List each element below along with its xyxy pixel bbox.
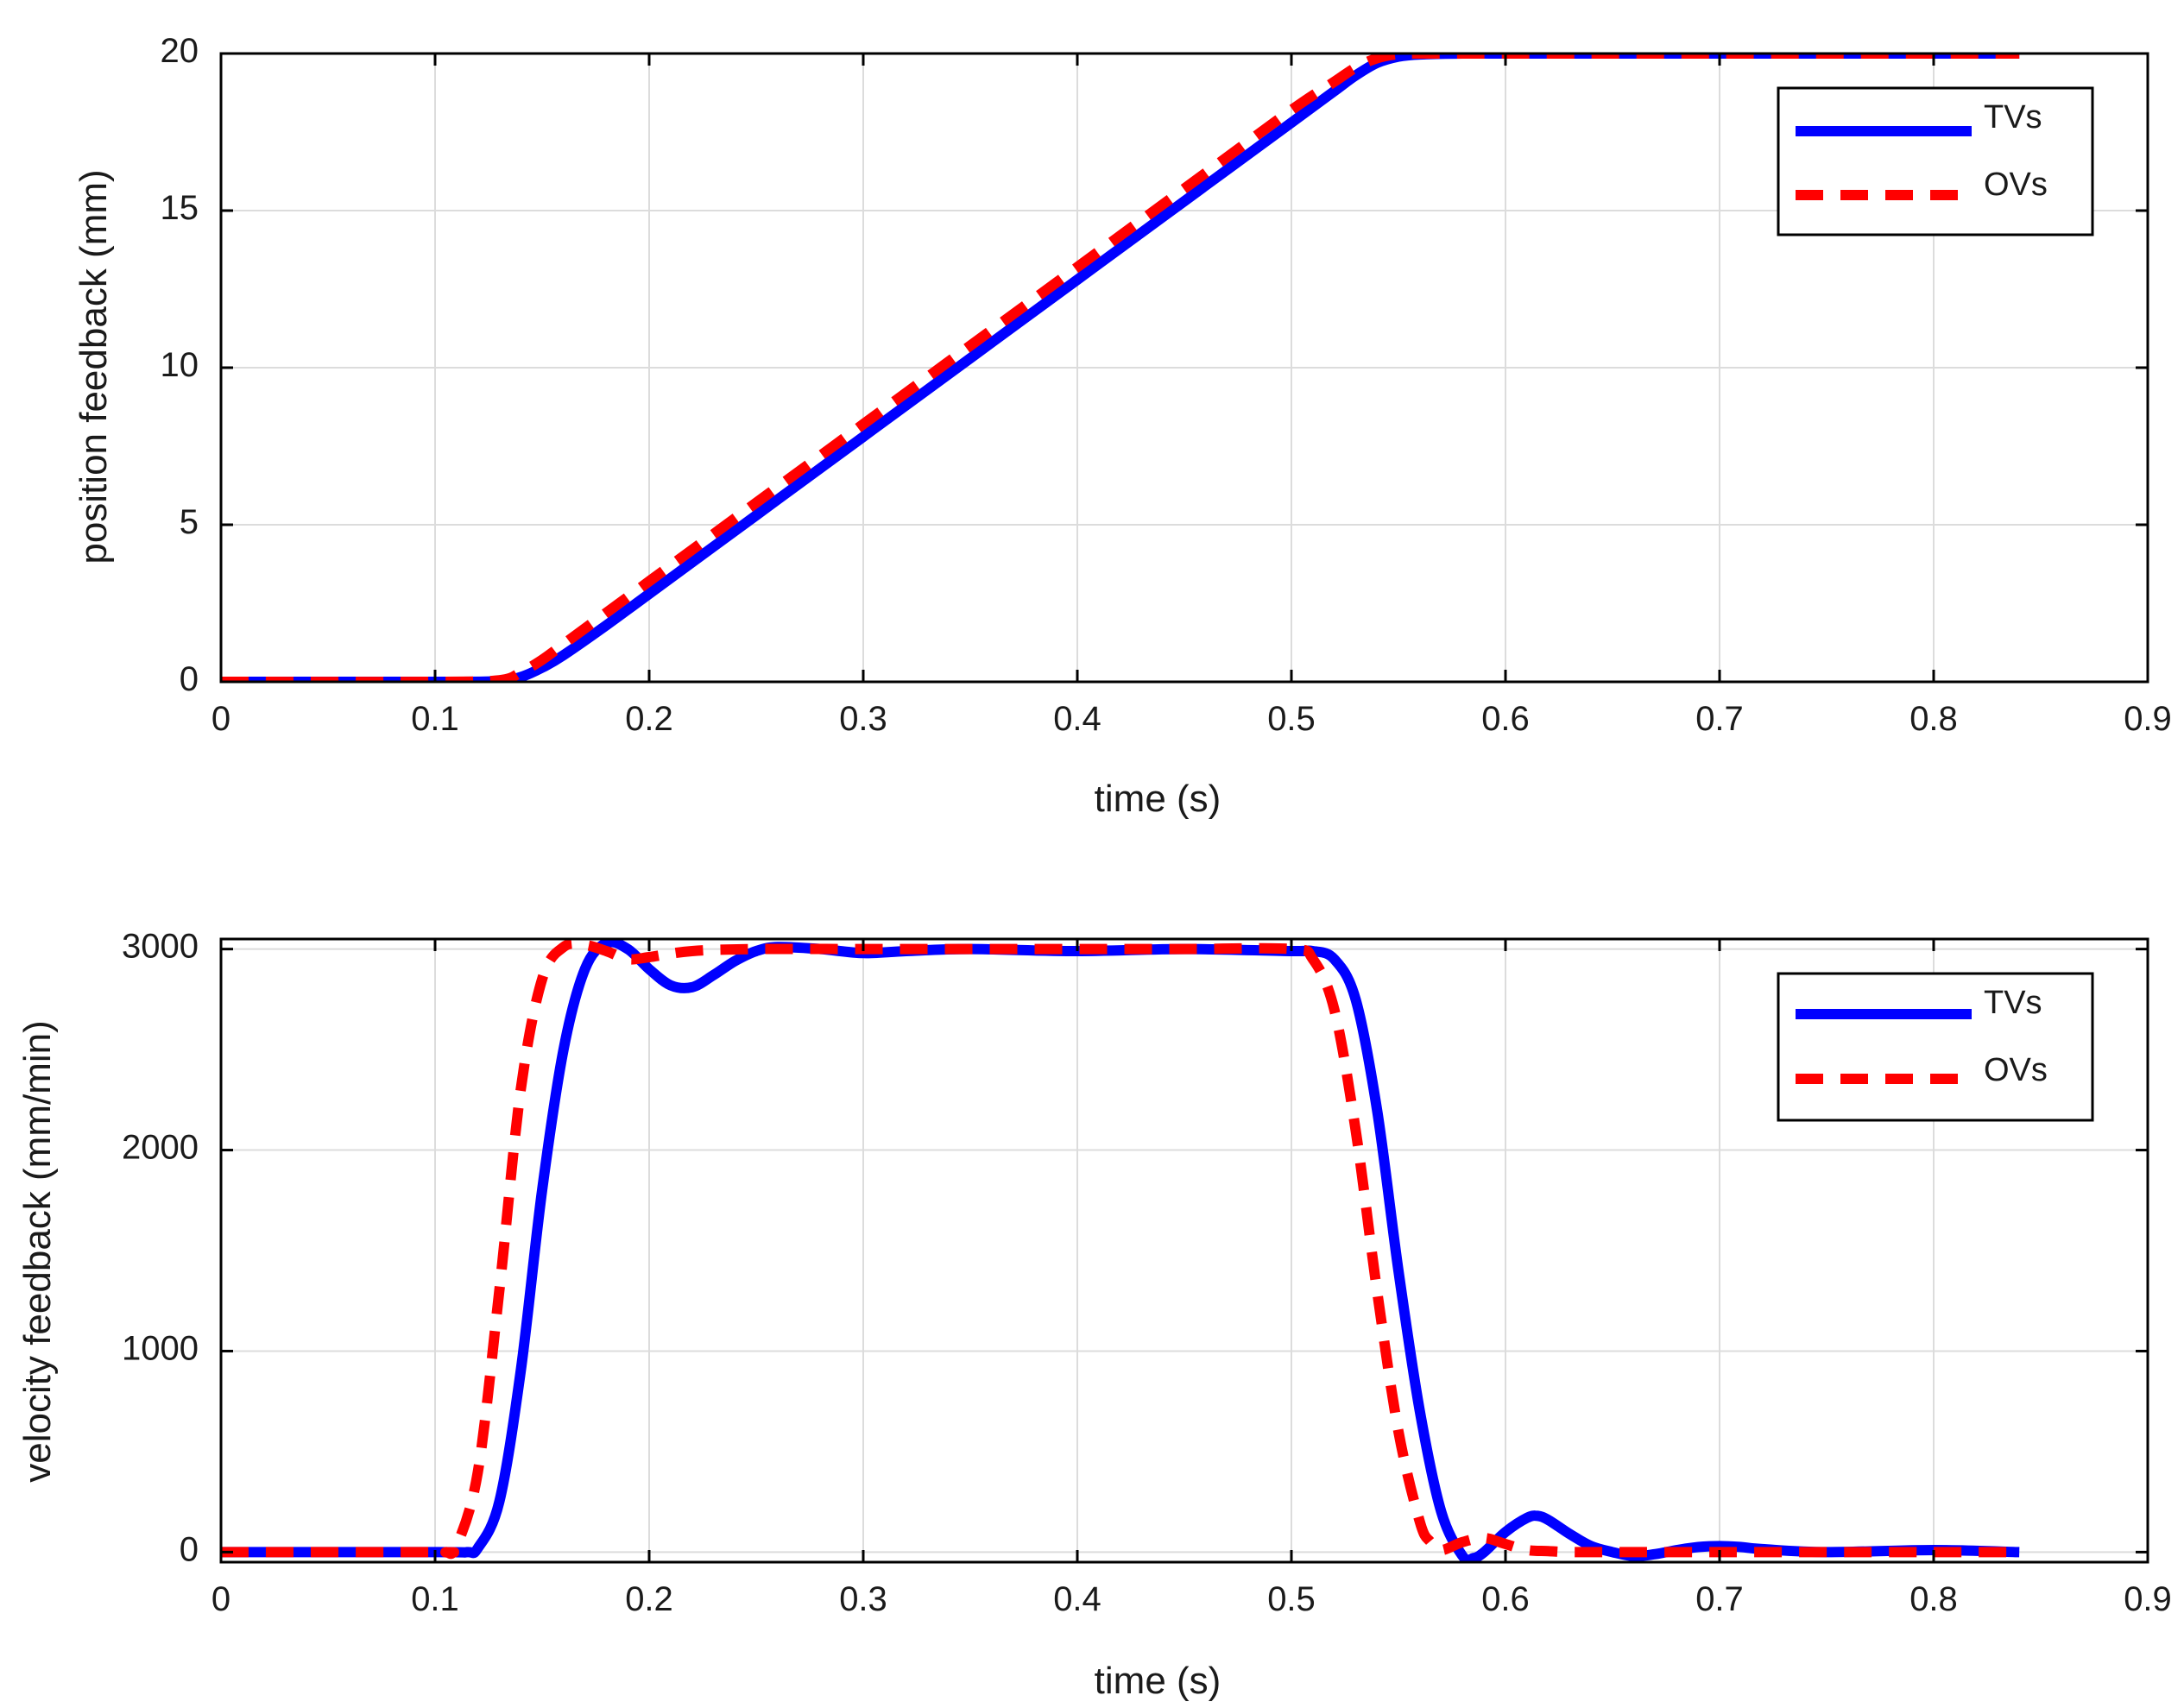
velocity-axes-box: [219, 937, 2149, 1564]
velocity-x-tick-label: 0.4: [1053, 1580, 1101, 1618]
position-series-tvs-line: [221, 54, 2020, 682]
position-x-tick-label: 0: [211, 700, 230, 738]
velocity-x-tick-label: 0.6: [1481, 1580, 1530, 1618]
velocity-series: [221, 939, 2020, 1562]
velocity-series-ovs-line: [221, 939, 2020, 1560]
velocity-legend: TVs OVs: [1777, 972, 2094, 1122]
velocity-x-tick-label: 0: [211, 1580, 230, 1618]
position-series-ovs-line: [221, 54, 2020, 682]
velocity-chart: 0 0.1 0.2 0.3 0.4 0.5 0.6 0.7 0.8 0.9 0 1000 2000 300…: [16, 928, 2172, 1702]
position-chart: 0 0.1 0.2 0.3 0.4 0.5 0.6 0.7 0.8 0.9 0 5 10 15 20 tim…: [73, 32, 2172, 820]
velocity-legend-ovs-label: OVs: [1984, 1052, 2048, 1088]
velocity-x-tick-label: 0.5: [1267, 1580, 1316, 1618]
position-x-tick-label: 0.2: [625, 700, 673, 738]
velocity-x-tick-label: 0.8: [1909, 1580, 1958, 1618]
velocity-legend-box: [1777, 972, 2094, 1122]
velocity-y-axis-label: velocity feedback (mm/min): [16, 1020, 59, 1482]
position-y-tick-label: 20: [161, 32, 199, 70]
velocity-y-tick-label: 1000: [122, 1329, 199, 1367]
position-x-tick-label: 0.6: [1481, 700, 1530, 738]
velocity-x-tick-label: 0.7: [1695, 1580, 1744, 1618]
position-y-tick-label: 10: [161, 346, 199, 384]
velocity-ticks: 0 0.1 0.2 0.3 0.4 0.5 0.6 0.7 0.8 0.9 0 1000 2000 300…: [122, 928, 2172, 1618]
position-y-tick-label: 5: [180, 503, 199, 541]
position-x-tick-label: 0.9: [2124, 700, 2172, 738]
position-x-tick-label: 0.4: [1053, 700, 1101, 738]
position-x-tick-label: 0.1: [411, 700, 459, 738]
position-legend-box: [1777, 86, 2094, 236]
position-x-tick-label: 0.5: [1267, 700, 1316, 738]
velocity-series-tvs-line: [221, 939, 2020, 1562]
position-x-axis-label: time (s): [1095, 778, 1221, 820]
position-legend-ovs-label: OVs: [1984, 167, 2048, 203]
velocity-y-tick-label: 0: [180, 1530, 199, 1568]
position-legend: TVs OVs: [1777, 86, 2094, 236]
velocity-x-tick-label: 0.9: [2124, 1580, 2172, 1618]
velocity-x-tick-label: 0.2: [625, 1580, 673, 1618]
position-x-tick-label: 0.8: [1909, 700, 1958, 738]
position-y-axis-label: position feedback (mm): [73, 169, 115, 564]
velocity-y-tick-label: 3000: [122, 928, 199, 966]
velocity-legend-tvs-label: TVs: [1984, 985, 2042, 1021]
velocity-x-tick-label: 0.3: [839, 1580, 887, 1618]
position-series: [221, 54, 2020, 682]
position-y-tick-label: 0: [180, 660, 199, 698]
velocity-x-axis-label: time (s): [1095, 1660, 1221, 1702]
position-ticks: 0 0.1 0.2 0.3 0.4 0.5 0.6 0.7 0.8 0.9 0 5 10 15 20: [161, 32, 2172, 738]
velocity-x-tick-label: 0.1: [411, 1580, 459, 1618]
position-legend-tvs-label: TVs: [1984, 99, 2042, 136]
velocity-y-tick-label: 2000: [122, 1129, 199, 1167]
position-x-tick-label: 0.3: [839, 700, 887, 738]
position-y-tick-label: 15: [161, 189, 199, 227]
position-x-tick-label: 0.7: [1695, 700, 1744, 738]
